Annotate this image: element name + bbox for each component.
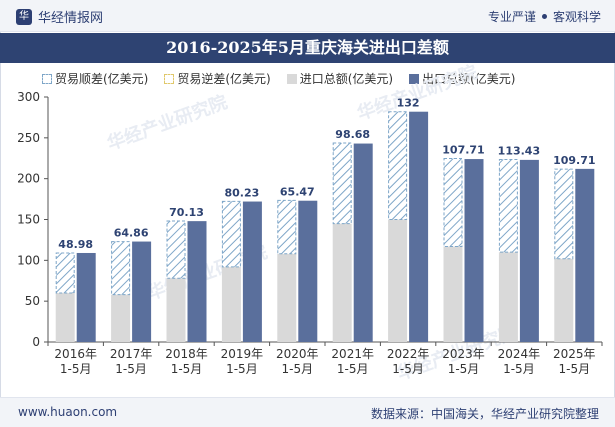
x-tick-label: 2019年 1-5月 (221, 347, 264, 376)
x-tick-label: 2020年 1-5月 (276, 347, 319, 376)
chart-legend: 贸易顺差(亿美元) 贸易逆差(亿美元) 进口总额(亿美元) 出口总额(亿美元) (42, 70, 516, 87)
legend-item-export: 出口总额(亿美元) (409, 70, 516, 87)
tagline-left: 专业严谨 (487, 10, 536, 24)
legend-item-surplus: 贸易顺差(亿美元) (42, 70, 148, 87)
legend-item-deficit: 贸易逆差(亿美元) (164, 70, 271, 87)
surplus-value-label: 48.98 (58, 238, 93, 251)
y-tick-label: 150 (17, 213, 40, 227)
y-tick-label: 50 (25, 294, 40, 308)
export-bar (409, 111, 429, 342)
watermark-text: 华经产业研究院 (104, 91, 230, 155)
brand-logo-icon: 华 (16, 8, 32, 25)
surplus-bar (388, 111, 408, 220)
import-bar (111, 294, 131, 342)
surplus-bar (221, 200, 241, 268)
x-tick-label: 2021年 1-5月 (331, 347, 374, 376)
x-tick-label: 2017年 1-5月 (110, 347, 153, 376)
surplus-bar (554, 168, 574, 260)
import-bar (55, 293, 75, 342)
surplus-value-label: 64.86 (114, 227, 149, 240)
dot-icon (541, 14, 547, 19)
legend-export-label: 出口总额(亿美元) (422, 72, 516, 86)
export-bar (242, 201, 262, 342)
import-bar (277, 253, 297, 342)
x-tick-label: 2024年 1-5月 (498, 347, 541, 376)
x-tick-label: 2018年 1-5月 (165, 347, 208, 376)
chart-title: 2016-2025年5月重庆海关进出口差额 (0, 33, 615, 63)
import-bar (443, 246, 463, 342)
export-bar (464, 159, 484, 342)
tagline-right: 客观科学 (552, 10, 601, 24)
legend-export-swatch (409, 73, 420, 84)
export-bar (298, 200, 318, 342)
legend-deficit-swatch (164, 73, 175, 84)
export-bar (132, 241, 152, 342)
surplus-bar (332, 142, 352, 225)
export-bar (76, 252, 96, 342)
import-bar (332, 223, 352, 342)
y-tick-label: 100 (17, 253, 40, 267)
x-tick-label: 2022年 1-5月 (387, 347, 430, 376)
export-bar (575, 168, 595, 342)
legend-import-swatch (286, 73, 297, 84)
y-tick-label: 0 (32, 335, 40, 349)
legend-item-import: 进口总额(亿美元) (286, 70, 394, 87)
export-bar (353, 143, 373, 342)
x-tick-label: 2016年 1-5月 (54, 347, 97, 376)
surplus-value-label: 132 (397, 97, 420, 110)
y-tick-label: 250 (17, 131, 40, 145)
surplus-value-label: 113.43 (498, 145, 540, 158)
legend-surplus-swatch (42, 73, 52, 84)
surplus-bar (111, 241, 131, 296)
tagline: 专业严谨 客观科学 (488, 8, 601, 25)
surplus-bar (55, 252, 75, 294)
surplus-value-label: 98.68 (335, 128, 370, 141)
surplus-value-label: 70.13 (169, 206, 204, 219)
y-tick-label: 200 (17, 172, 40, 186)
export-bar (519, 159, 539, 342)
surplus-bar (277, 199, 297, 255)
footer: www.huaon.com 数据来源：中国海关，华经产业研究院整理 (0, 397, 615, 427)
legend-surplus-label: 贸易顺差(亿美元) (55, 72, 149, 86)
data-source: 数据来源：中国海关，华经产业研究院整理 (370, 407, 599, 421)
surplus-bar (498, 159, 518, 253)
surplus-bar (443, 157, 463, 247)
surplus-value-label: 107.71 (442, 143, 484, 156)
export-bar (187, 221, 207, 342)
import-bar (554, 258, 574, 342)
brand-name: 华经情报网 (38, 11, 104, 26)
import-bar (498, 252, 518, 342)
surplus-bar (166, 220, 186, 279)
import-bar (221, 266, 241, 342)
legend-deficit-label: 贸易逆差(亿美元) (177, 72, 271, 86)
x-tick-label: 2023年 1-5月 (442, 347, 485, 376)
top-bar: 华 华经情报网 专业严谨 客观科学 (0, 0, 615, 32)
surplus-value-label: 109.71 (553, 154, 595, 167)
import-bar (166, 278, 186, 342)
brand[interactable]: 华 华经情报网 (16, 7, 103, 26)
legend-import-label: 进口总额(亿美元) (299, 72, 394, 86)
y-tick-label: 300 (17, 90, 40, 104)
x-tick-label: 2025年 1-5月 (553, 347, 596, 376)
surplus-value-label: 65.47 (280, 185, 315, 198)
import-bar (388, 219, 408, 342)
site-link[interactable]: www.huaon.com (18, 405, 118, 419)
surplus-value-label: 80.23 (225, 186, 260, 199)
